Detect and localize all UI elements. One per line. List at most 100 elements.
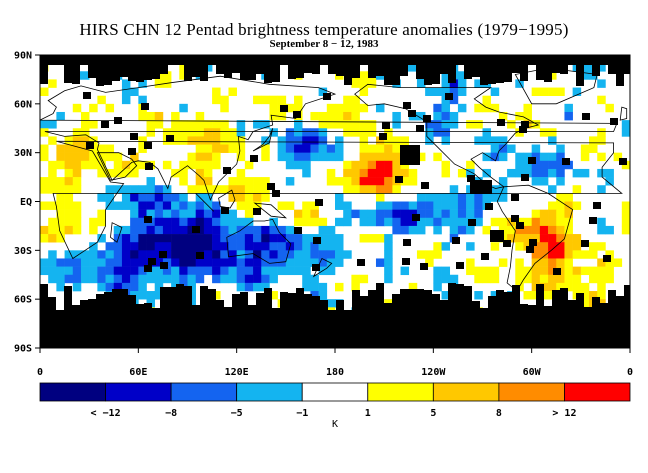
anomaly-cell <box>416 225 426 235</box>
anomaly-cell <box>523 225 532 235</box>
anomaly-cell <box>72 185 82 194</box>
anomaly-cell <box>343 177 352 186</box>
anomaly-cell <box>203 128 213 137</box>
anomaly-cell <box>416 209 426 219</box>
missing-data <box>503 240 511 247</box>
anomaly-cell <box>97 95 106 105</box>
anomaly-cell <box>64 160 74 170</box>
anomaly-cell <box>285 177 295 186</box>
anomaly-cell <box>121 160 131 170</box>
anomaly-cell <box>310 209 319 219</box>
anomaly-cell <box>539 282 549 292</box>
anomaly-cell <box>244 209 254 219</box>
anomaly-cell <box>384 258 393 267</box>
anomaly-cell <box>384 144 393 153</box>
colorbar-swatch <box>39 382 106 402</box>
anomaly-cell <box>220 274 229 284</box>
missing-data <box>521 174 529 181</box>
missing-data <box>168 287 176 319</box>
anomaly-cell <box>138 291 147 300</box>
anomaly-cell <box>212 209 221 219</box>
anomaly-cell <box>433 111 442 121</box>
coastline <box>496 184 574 292</box>
anomaly-cell <box>277 95 287 105</box>
anomaly-cell <box>269 111 278 121</box>
anomaly-cell <box>367 120 377 129</box>
anomaly-cell <box>507 234 516 243</box>
anomaly-cell <box>400 201 410 210</box>
missing-data <box>400 65 408 76</box>
missing-data <box>96 294 104 319</box>
anomaly-cell <box>589 274 598 284</box>
anomaly-cell <box>138 274 147 284</box>
anomaly-cell <box>490 103 500 113</box>
anomaly-cell <box>56 144 65 153</box>
missing-data <box>403 239 411 246</box>
anomaly-cell <box>457 225 467 235</box>
missing-data <box>448 65 456 83</box>
anomaly-cell <box>154 282 164 292</box>
anomaly-cell <box>416 201 426 210</box>
lon-tick-label: 120W <box>421 367 446 378</box>
anomaly-cell <box>72 103 82 113</box>
anomaly-cell <box>359 168 369 178</box>
lon-tick-label: 120E <box>225 367 249 378</box>
anomaly-cell <box>449 95 459 105</box>
anomaly-cell <box>187 258 196 267</box>
anomaly-cell <box>400 266 410 276</box>
anomaly-cell <box>187 217 196 227</box>
anomaly-cell <box>326 103 336 113</box>
anomaly-cell <box>572 185 582 194</box>
missing-data <box>581 240 589 247</box>
map-panel <box>40 55 630 348</box>
missing-data <box>504 292 512 319</box>
anomaly-cell <box>187 120 196 129</box>
anomaly-cell <box>48 136 57 145</box>
anomaly-cell <box>171 128 180 137</box>
anomaly-cell <box>203 144 213 153</box>
anomaly-cell <box>507 120 516 129</box>
anomaly-cell <box>548 128 557 137</box>
anomaly-cell <box>490 274 500 284</box>
anomaly-cell <box>195 201 205 210</box>
missing-data <box>480 65 488 85</box>
anomaly-cell <box>187 152 196 162</box>
anomaly-cell <box>498 136 508 145</box>
anomaly-cell <box>269 225 278 235</box>
anomaly-cell <box>498 258 508 267</box>
anomaly-cell <box>56 201 65 210</box>
anomaly-cell <box>326 242 336 251</box>
anomaly-cell <box>40 258 49 267</box>
anomaly-cell <box>359 128 369 137</box>
anomaly-cell <box>56 274 65 284</box>
anomaly-cell <box>318 87 328 96</box>
anomaly-cell <box>556 87 565 96</box>
missing-data <box>504 65 512 82</box>
anomaly-cell <box>580 63 590 72</box>
anomaly-cell <box>162 160 172 170</box>
anomaly-cell <box>277 266 287 276</box>
anomaly-cell <box>40 225 49 235</box>
anomaly-cell <box>105 266 115 276</box>
anomaly-cell <box>97 152 106 162</box>
anomaly-cell <box>539 242 549 251</box>
anomaly-cell <box>343 95 352 105</box>
anomaly-cell <box>490 217 500 227</box>
missing-data <box>40 65 48 84</box>
anomaly-cell <box>220 266 229 276</box>
anomaly-cell <box>171 225 180 235</box>
colorbar-label: 1 <box>365 408 371 419</box>
anomaly-cell <box>48 201 57 210</box>
anomaly-cell <box>72 225 82 235</box>
anomaly-cell <box>326 177 336 186</box>
missing-data <box>88 299 96 319</box>
anomaly-cell <box>318 225 328 235</box>
anomaly-cell <box>48 120 57 129</box>
anomaly-cell <box>335 242 344 251</box>
missing-data <box>232 294 240 319</box>
anomaly-cell <box>556 209 565 219</box>
anomaly-cell <box>580 266 590 276</box>
anomaly-cell <box>48 217 57 227</box>
anomaly-cell <box>343 111 352 121</box>
anomaly-cell <box>48 168 57 178</box>
